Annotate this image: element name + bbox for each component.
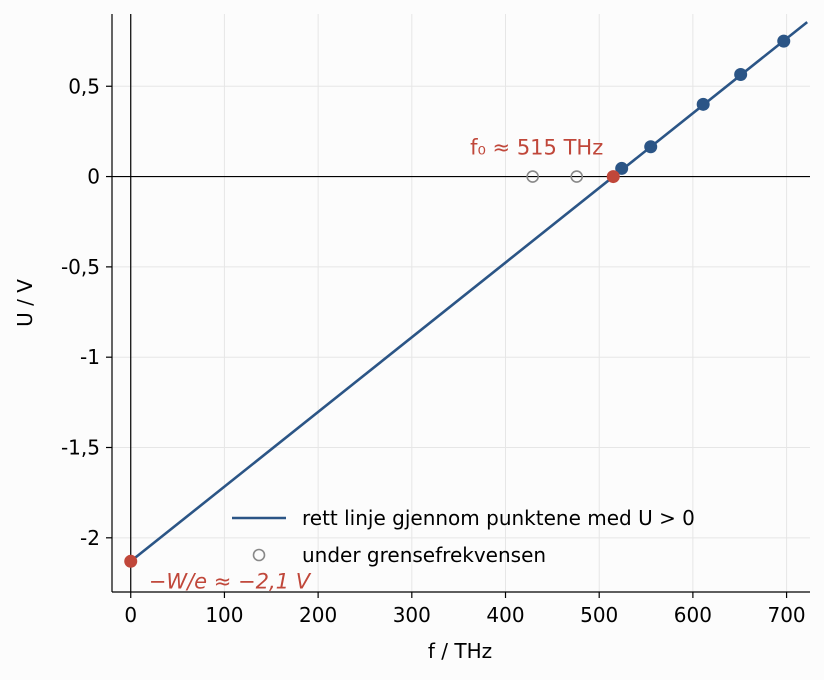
data-point xyxy=(644,140,658,154)
data-point xyxy=(734,68,748,82)
data-point xyxy=(696,97,710,111)
data-point xyxy=(615,161,629,175)
x-tick-label: 100 xyxy=(205,603,243,627)
ticks: 0 100 200 300 400 500 600 700 0,5 0 -0,5 -1 -1,5 -2 xyxy=(61,74,806,627)
y-tick-label: -2 xyxy=(80,526,100,550)
legend-label-below: under grensefrekvensen xyxy=(302,543,546,567)
grid xyxy=(112,14,810,592)
y-tick-label: -1,5 xyxy=(61,436,100,460)
x-tick-label: 700 xyxy=(767,603,805,627)
legend-label-fit: rett linje gjennom punktene med U > 0 xyxy=(302,506,695,530)
x-axis-label: f / THz xyxy=(428,639,492,663)
y-tick-label: -0,5 xyxy=(61,255,100,279)
x-tick-label: 400 xyxy=(486,603,524,627)
below-threshold-point xyxy=(570,170,584,183)
fit-line xyxy=(129,21,808,563)
threshold-frequency-label: f₀ ≈ 515 THz xyxy=(470,136,603,160)
y-tick-label: 0 xyxy=(87,165,100,189)
legend-open-point-swatch xyxy=(252,548,266,562)
x-tick-label: 300 xyxy=(393,603,431,627)
series-layer xyxy=(124,21,808,568)
y-tick-label: -1 xyxy=(80,345,100,369)
work-function-label: −W/e ≈ −2,1 V xyxy=(149,569,312,593)
x-tick-label: 600 xyxy=(674,603,712,627)
below-threshold-point xyxy=(526,170,539,183)
x-tick-label: 500 xyxy=(580,603,618,627)
highlight-point xyxy=(124,554,138,568)
y-tick-label: 0,5 xyxy=(68,74,100,98)
axes-frame xyxy=(111,14,810,593)
x-tick-label: 200 xyxy=(299,603,337,627)
x-tick-label: 0 xyxy=(124,603,137,627)
annotations: f₀ ≈ 515 THz −W/e ≈ −2,1 V xyxy=(149,136,604,594)
data-point xyxy=(777,34,791,48)
zero-axes xyxy=(112,14,810,592)
legend: rett linje gjennom punktene med U > 0 und… xyxy=(232,506,695,567)
y-axis-label: U / V xyxy=(13,279,37,327)
highlight-point xyxy=(606,170,620,184)
